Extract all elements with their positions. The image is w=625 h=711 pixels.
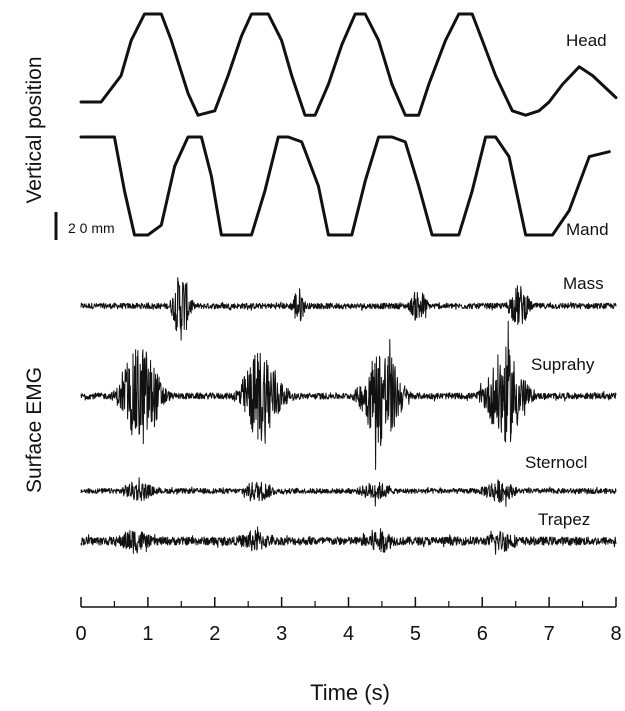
x-tick-label-6: 6 bbox=[477, 623, 488, 645]
x-tick-label-3: 3 bbox=[276, 623, 287, 645]
x-tick-label-7: 7 bbox=[544, 623, 555, 645]
label-mand: Mand bbox=[566, 220, 609, 239]
trace-mass bbox=[80, 277, 617, 341]
x-tick-label-1: 1 bbox=[142, 623, 153, 645]
trace-mand bbox=[79, 135, 611, 237]
trace-head bbox=[79, 12, 618, 117]
x-tick-label-0: 0 bbox=[75, 623, 86, 645]
label-head: Head bbox=[566, 31, 607, 50]
x-tick-label-5: 5 bbox=[410, 623, 421, 645]
time-axis: 0 1 2 3 4 5 6 7 8 bbox=[75, 597, 622, 645]
x-tick-label-4: 4 bbox=[343, 623, 354, 645]
emg-ylabel: Surface EMG bbox=[23, 367, 46, 493]
trace-trapez bbox=[80, 526, 617, 555]
scale-bar-label: 2 0 mm bbox=[68, 220, 115, 236]
label-mass: Mass bbox=[563, 274, 604, 293]
trace-sternocl bbox=[80, 477, 617, 507]
label-trapez: Trapez bbox=[538, 510, 590, 529]
time-axis-label: Time (s) bbox=[310, 680, 390, 705]
position-ylabel: Vertical position bbox=[23, 56, 46, 203]
x-tick-label-8: 8 bbox=[610, 623, 621, 645]
x-tick-label-2: 2 bbox=[209, 623, 220, 645]
label-sternocl: Sternocl bbox=[525, 453, 587, 472]
trace-suprahy bbox=[80, 320, 617, 470]
label-suprahy: Suprahy bbox=[531, 355, 595, 374]
